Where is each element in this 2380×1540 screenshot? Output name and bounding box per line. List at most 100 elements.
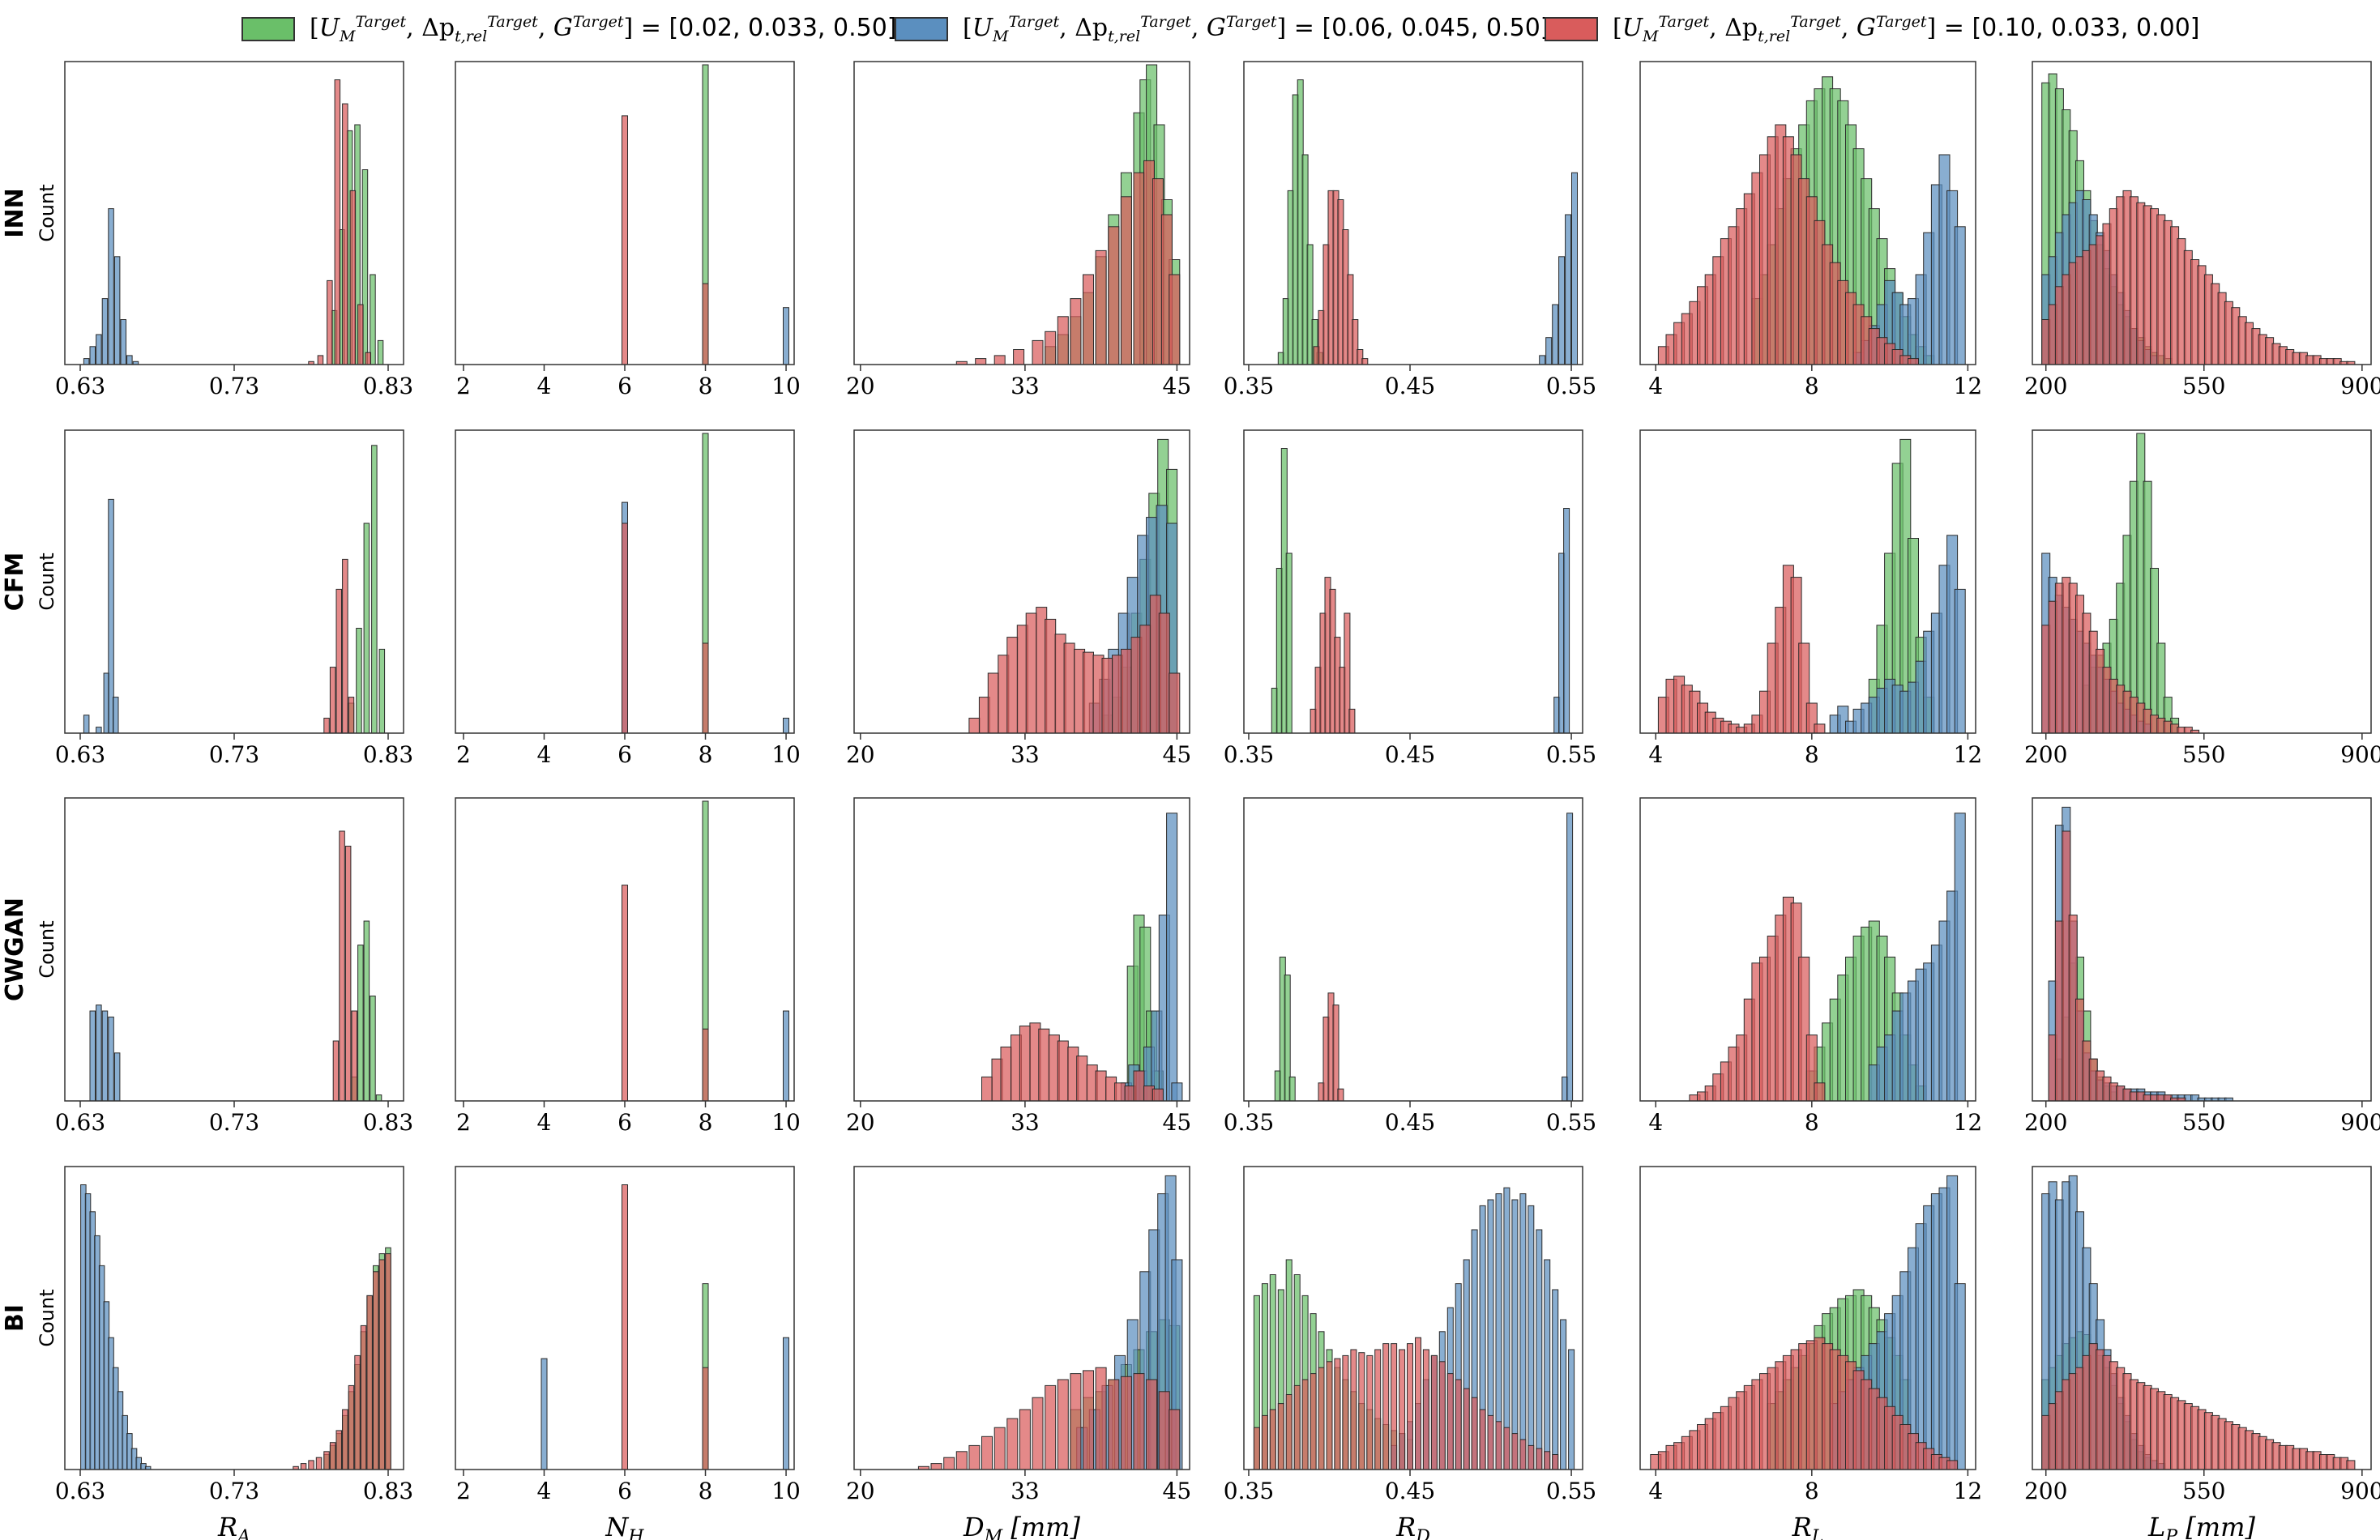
x-tick-label: 0.73 xyxy=(209,1109,259,1136)
histogram-panel: 200 550 900 xyxy=(2024,429,2380,768)
axes-frame xyxy=(2032,61,2372,365)
histogram-bar-red xyxy=(335,1430,342,1470)
histogram-bar-blue xyxy=(783,1010,789,1102)
x-tick-label: 0.73 xyxy=(209,1478,259,1504)
x-tick-label: 0.63 xyxy=(55,741,105,768)
histogram-bar-red xyxy=(1337,1088,1344,1102)
axes-frame xyxy=(853,61,1190,365)
histogram-bar-blue xyxy=(1511,1199,1519,1470)
x-tick-label: 0.73 xyxy=(209,373,259,399)
histogram-bar-red xyxy=(1814,1082,1826,1102)
x-tick-label: 900 xyxy=(2340,1478,2380,1504)
histogram-bar-red xyxy=(1006,637,1019,734)
histogram-bar-red xyxy=(1382,1343,1390,1470)
histogram-bar-red xyxy=(1158,612,1170,734)
histogram-bar-red xyxy=(1348,708,1356,734)
histogram-bar-blue xyxy=(1545,337,1553,365)
legend-label: [UMTarget, Δpt,relTarget, GTarget] = [0.… xyxy=(963,13,1550,45)
histogram-bar-red xyxy=(1114,1082,1126,1102)
x-tick-label: 4 xyxy=(1648,741,1663,768)
histogram-bar-red xyxy=(993,355,1006,365)
x-tick-label: 0.83 xyxy=(363,1109,413,1136)
axes-frame xyxy=(1243,797,1583,1102)
histogram-bar-red xyxy=(1310,1373,1317,1470)
histogram-bar-red xyxy=(1946,1460,1959,1470)
histogram-bar-blue xyxy=(783,307,789,365)
histogram-bar-blue xyxy=(113,256,121,365)
x-axis-label: LP [mm] xyxy=(2147,1512,2255,1540)
histogram-panel: 20 33 45 xyxy=(846,429,1191,768)
histogram-bar-blue xyxy=(1565,214,1572,365)
histogram-panel: 4 8 12 RL xyxy=(1639,1166,1982,1540)
histogram-bar-red xyxy=(1277,1403,1284,1470)
histogram-bar-red xyxy=(1032,1397,1044,1470)
x-axis-label: NH xyxy=(605,1512,644,1540)
x-tick-label: 0.55 xyxy=(1546,1109,1596,1136)
histogram-bar-green xyxy=(377,339,384,365)
histogram-bar-blue xyxy=(1552,304,1559,365)
histogram-bar-red xyxy=(1000,1046,1012,1102)
histogram-panel: 2 4 6 8 10 xyxy=(455,797,801,1136)
histogram-bar-blue xyxy=(1566,813,1574,1102)
histogram-bar-red xyxy=(1544,1451,1551,1470)
x-tick-label: 33 xyxy=(1011,373,1040,399)
histogram-bar-red xyxy=(1095,1070,1107,1102)
histogram-bar-blue xyxy=(1528,1205,1535,1470)
x-tick-label: 0.55 xyxy=(1546,1478,1596,1504)
histogram-bar-red xyxy=(315,1457,323,1470)
histogram-bar-red xyxy=(1095,1367,1107,1470)
histogram-bar-blue xyxy=(108,208,114,365)
x-tick-label: 0.35 xyxy=(1224,373,1274,399)
histogram-bar-blue xyxy=(96,727,102,734)
histogram-bar-red xyxy=(1463,1388,1470,1470)
histogram-bar-red xyxy=(622,523,628,734)
histogram-bar-red xyxy=(993,1427,1006,1470)
histogram-bar-red xyxy=(327,279,333,365)
x-tick-label: 8 xyxy=(1805,1109,1819,1136)
histogram-bar-red xyxy=(332,1040,340,1102)
histogram-bar-red xyxy=(351,1010,357,1102)
histogram-bar-red xyxy=(702,283,709,365)
row-label: INN xyxy=(1,188,29,237)
histogram-bar-blue xyxy=(1954,588,1966,734)
x-tick-label: 6 xyxy=(617,1109,632,1136)
x-tick-label: 900 xyxy=(2340,373,2380,399)
histogram-bar-green xyxy=(371,445,378,734)
histogram-bar-blue xyxy=(1568,1349,1575,1470)
legend-label: [UMTarget, Δpt,relTarget, GTarget] = [0.… xyxy=(1613,13,2200,45)
x-tick-label: 0.83 xyxy=(363,373,413,399)
x-tick-label: 0.83 xyxy=(363,1478,413,1504)
histogram-bar-red xyxy=(1133,1070,1145,1102)
histogram-bar-blue xyxy=(1558,256,1566,365)
axes-frame xyxy=(1639,797,1976,1102)
histogram-bar-red xyxy=(1399,1349,1406,1470)
histogram-bar-red xyxy=(1158,1391,1170,1470)
histogram-bar-red xyxy=(1057,1379,1069,1470)
histogram-bar-red xyxy=(323,1451,330,1470)
row-label: CWGAN xyxy=(1,898,29,1001)
histogram-bar-red xyxy=(968,1444,981,1470)
histogram-bar-red xyxy=(2346,1460,2356,1470)
histogram-bar-red xyxy=(1063,642,1075,734)
histogram-bar-red xyxy=(1025,612,1037,734)
histogram-bar-red xyxy=(365,352,371,365)
histogram-bar-blue xyxy=(783,1337,789,1470)
x-tick-label: 2 xyxy=(456,741,471,768)
histogram-bar-blue xyxy=(108,1016,114,1102)
histogram-bar-red xyxy=(348,697,355,734)
x-tick-label: 6 xyxy=(617,741,632,768)
histogram-bar-red xyxy=(1133,1373,1145,1470)
x-tick-label: 200 xyxy=(2024,1109,2067,1136)
histogram-bar-red xyxy=(702,1367,709,1470)
x-tick-label: 45 xyxy=(1163,373,1192,399)
histogram-bar-blue xyxy=(96,1005,102,1102)
axes-frame xyxy=(853,429,1190,734)
histogram-bar-blue xyxy=(101,298,109,365)
histogram-panel: 0.63 0.73 0.83 xyxy=(55,797,413,1136)
x-axis-label: RA xyxy=(217,1512,250,1540)
x-tick-label: 550 xyxy=(2182,741,2225,768)
x-tick-label: 12 xyxy=(1954,373,1983,399)
histogram-panel: 4 8 12 xyxy=(1639,797,1982,1136)
histogram-bar-red xyxy=(1350,1349,1357,1470)
histogram-bar-red xyxy=(335,588,342,734)
